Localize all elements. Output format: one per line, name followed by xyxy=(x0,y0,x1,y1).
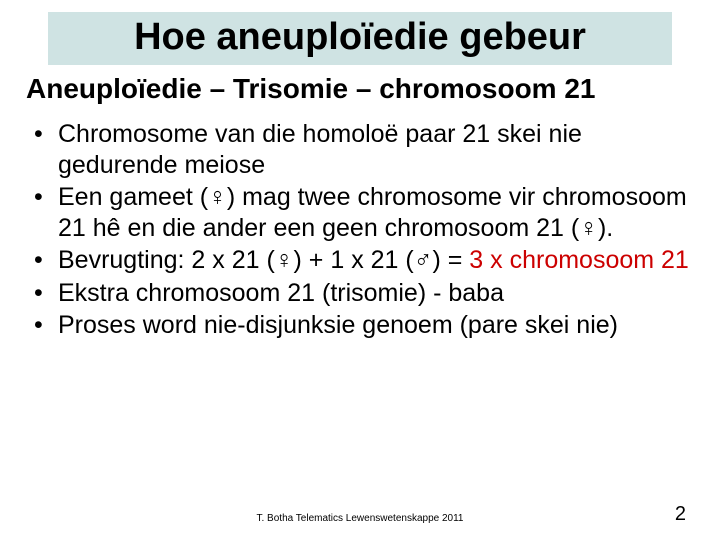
bullet-text: Proses word nie-disjunksie genoem (pare … xyxy=(58,311,618,339)
bullet-text: Chromosome van die homoloë paar 21 skei … xyxy=(58,120,582,179)
bullet-text: Ekstra chromosoom 21 (trisomie) - baba xyxy=(58,279,504,307)
slide: Hoe aneuploïedie gebeur Aneuploïedie – T… xyxy=(0,0,720,540)
bullet-item: Chromosome van die homoloë paar 21 skei … xyxy=(30,119,700,180)
page-number: 2 xyxy=(675,503,686,526)
footer-text: T. Botha Telematics Lewenswetenskappe 20… xyxy=(0,513,720,524)
bullet-list: Chromosome van die homoloë paar 21 skei … xyxy=(30,119,700,341)
title-box: Hoe aneuploïedie gebeur xyxy=(48,12,672,65)
bullet-text: Bevrugting: 2 x 21 (♀) + 1 x 21 (♂) = xyxy=(58,246,469,274)
bullet-item: Een gameet (♀) mag twee chromosome vir c… xyxy=(30,182,700,243)
bullet-item: Proses word nie-disjunksie genoem (pare … xyxy=(30,310,700,341)
slide-subtitle: Aneuploïedie – Trisomie – chromosoom 21 xyxy=(26,73,700,105)
bullet-text: Een gameet (♀) mag twee chromosome vir c… xyxy=(58,183,687,242)
bullet-text: 3 x chromosoom 21 xyxy=(469,246,689,274)
slide-title: Hoe aneuploïedie gebeur xyxy=(58,16,662,59)
bullet-item: Bevrugting: 2 x 21 (♀) + 1 x 21 (♂) = 3 … xyxy=(30,245,700,276)
bullet-item: Ekstra chromosoom 21 (trisomie) - baba xyxy=(30,278,700,309)
